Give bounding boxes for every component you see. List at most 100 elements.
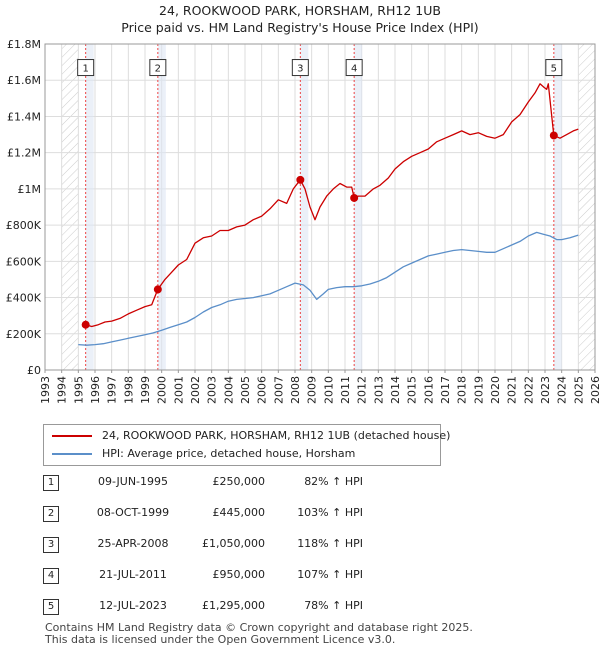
sale-price: £445,000 — [212, 506, 266, 519]
x-tick-label: 2021 — [506, 376, 519, 404]
sale-label-number: 2 — [155, 64, 161, 75]
sale-hpi-diff: 103% ↑ HPI — [297, 506, 363, 519]
legend-item-property: 24, ROOKWOOD PARK, HORSHAM, RH12 1UB (de… — [52, 428, 450, 444]
legend-label-property: 24, ROOKWOOD PARK, HORSHAM, RH12 1UB (de… — [102, 429, 451, 442]
sale-shade-band — [157, 44, 166, 370]
title-line-2: Price paid vs. HM Land Registry's House … — [121, 20, 479, 35]
price-chart: 1 2 3 4 5 £0 £200K £400K £600K £800K £1M £1.2M £1.4M… — [6, 38, 600, 404]
sale-number: 3 — [43, 537, 59, 553]
sale-hpi-diff: 82% ↑ HPI — [304, 475, 363, 488]
chart-title: 24, ROOKWOOD PARK, HORSHAM, RH12 1UB Pri… — [0, 2, 600, 36]
x-tick-label: 2009 — [306, 376, 319, 404]
x-tick-label: 2008 — [289, 376, 302, 404]
sale-shade-band — [354, 44, 363, 370]
x-tick-label: 2022 — [522, 376, 535, 404]
sale-point — [350, 193, 359, 202]
x-tick-label: 2016 — [422, 376, 435, 404]
legend-swatch-hpi — [52, 453, 92, 455]
x-tick-label: 1995 — [72, 376, 85, 404]
x-tick-label: 1996 — [89, 376, 102, 404]
x-tick-label: 2012 — [356, 376, 369, 404]
sale-label-number: 1 — [82, 64, 88, 75]
x-tick-label: 1998 — [122, 376, 135, 404]
sale-date: 25-APR-2008 — [97, 537, 169, 550]
x-tick-label: 2026 — [589, 376, 600, 404]
sale-hpi-diff: 118% ↑ HPI — [297, 537, 363, 550]
sale-point — [549, 131, 558, 140]
sale-label-box — [291, 59, 309, 77]
sale-shade-band — [85, 44, 94, 370]
x-tick-label: 2014 — [389, 376, 402, 404]
x-tick-label: 1999 — [139, 376, 152, 404]
x-tick-label: 2011 — [339, 376, 352, 404]
legend-label-hpi: HPI: Average price, detached house, Hors… — [102, 447, 356, 460]
plot-frame — [44, 43, 596, 371]
sale-row: 1 09-JUN-1995 £250,000 82% ↑ HPI — [43, 472, 463, 503]
footer-line-1: Contains HM Land Registry data © Crown c… — [45, 621, 473, 634]
sale-date: 21-JUL-2011 — [99, 568, 167, 581]
x-tick-label: 1994 — [56, 376, 69, 404]
x-tick-label: 2024 — [556, 376, 569, 404]
sale-date: 08-OCT-1999 — [96, 506, 170, 519]
x-tick-label: 2023 — [539, 376, 552, 404]
sale-hpi-diff: 78% ↑ HPI — [304, 599, 363, 612]
hatched-region-start — [61, 44, 79, 370]
sale-row: 5 12-JUL-2023 £1,295,000 78% ↑ HPI — [43, 596, 463, 627]
y-tick-label: £200K — [6, 328, 42, 341]
sale-number: 2 — [43, 506, 59, 522]
sale-shade-band — [553, 44, 562, 370]
sale-shade-band — [300, 44, 309, 370]
y-tick-label: £600K — [6, 255, 42, 268]
sale-label-number: 5 — [551, 64, 557, 75]
legend-item-hpi: HPI: Average price, detached house, Hors… — [52, 446, 355, 462]
x-tick-label: 2015 — [406, 376, 419, 404]
footer: Contains HM Land Registry data © Crown c… — [45, 622, 473, 646]
x-tick-label: 1993 — [39, 376, 52, 404]
x-tick-label: 1997 — [106, 376, 119, 404]
title-line-1: 24, ROOKWOOD PARK, HORSHAM, RH12 1UB — [159, 3, 441, 18]
sale-label-number: 4 — [351, 64, 357, 75]
x-tick-label: 2013 — [372, 376, 385, 404]
sale-point — [81, 320, 90, 329]
legend: 24, ROOKWOOD PARK, HORSHAM, RH12 1UB (de… — [43, 424, 450, 466]
y-tick-label: £1.2M — [7, 147, 41, 160]
y-tick-label: £400K — [6, 292, 42, 305]
sale-label-box — [345, 59, 363, 77]
sale-date: 12-JUL-2023 — [99, 599, 167, 612]
sale-number: 4 — [43, 568, 59, 584]
sale-label-number: 3 — [297, 64, 303, 75]
x-tick-label: 2018 — [456, 376, 469, 404]
x-tick-label: 2002 — [189, 376, 202, 404]
y-tick-label: £1.4M — [7, 110, 41, 123]
sale-label-box — [149, 59, 167, 77]
sale-date: 09-JUN-1995 — [97, 475, 169, 488]
x-tick-label: 2019 — [472, 376, 485, 404]
sale-row: 2 08-OCT-1999 £445,000 103% ↑ HPI — [43, 503, 463, 534]
sale-label-box — [545, 59, 563, 77]
x-tick-label: 2003 — [206, 376, 219, 404]
sale-number: 1 — [43, 475, 59, 491]
property-price-line — [85, 83, 579, 328]
x-tick-label: 2004 — [222, 376, 235, 404]
sale-point — [296, 175, 305, 184]
y-tick-label: £1M — [18, 183, 42, 196]
x-tick-label: 2006 — [256, 376, 269, 404]
hatched-region-end — [578, 44, 595, 370]
x-tick-label: 2025 — [572, 376, 585, 404]
sale-row: 3 25-APR-2008 £1,050,000 118% ↑ HPI — [43, 534, 463, 565]
sale-price: £250,000 — [212, 475, 266, 488]
sale-point — [153, 285, 162, 294]
sale-price: £1,050,000 — [202, 537, 265, 550]
footer-line-2: This data is licensed under the Open Gov… — [45, 633, 396, 646]
x-tick-label: 2010 — [322, 376, 335, 404]
y-tick-label: £800K — [6, 219, 42, 232]
x-tick-label: 2001 — [172, 376, 185, 404]
x-tick-label: 2007 — [272, 376, 285, 404]
sale-price: £950,000 — [212, 568, 266, 581]
x-tick-label: 2020 — [489, 376, 502, 404]
hpi-line — [78, 231, 579, 346]
y-tick-label: £1.8M — [7, 38, 41, 51]
x-tick-label: 2000 — [156, 376, 169, 404]
x-tick-label: 2017 — [439, 376, 452, 404]
x-tick-label: 2005 — [239, 376, 252, 404]
